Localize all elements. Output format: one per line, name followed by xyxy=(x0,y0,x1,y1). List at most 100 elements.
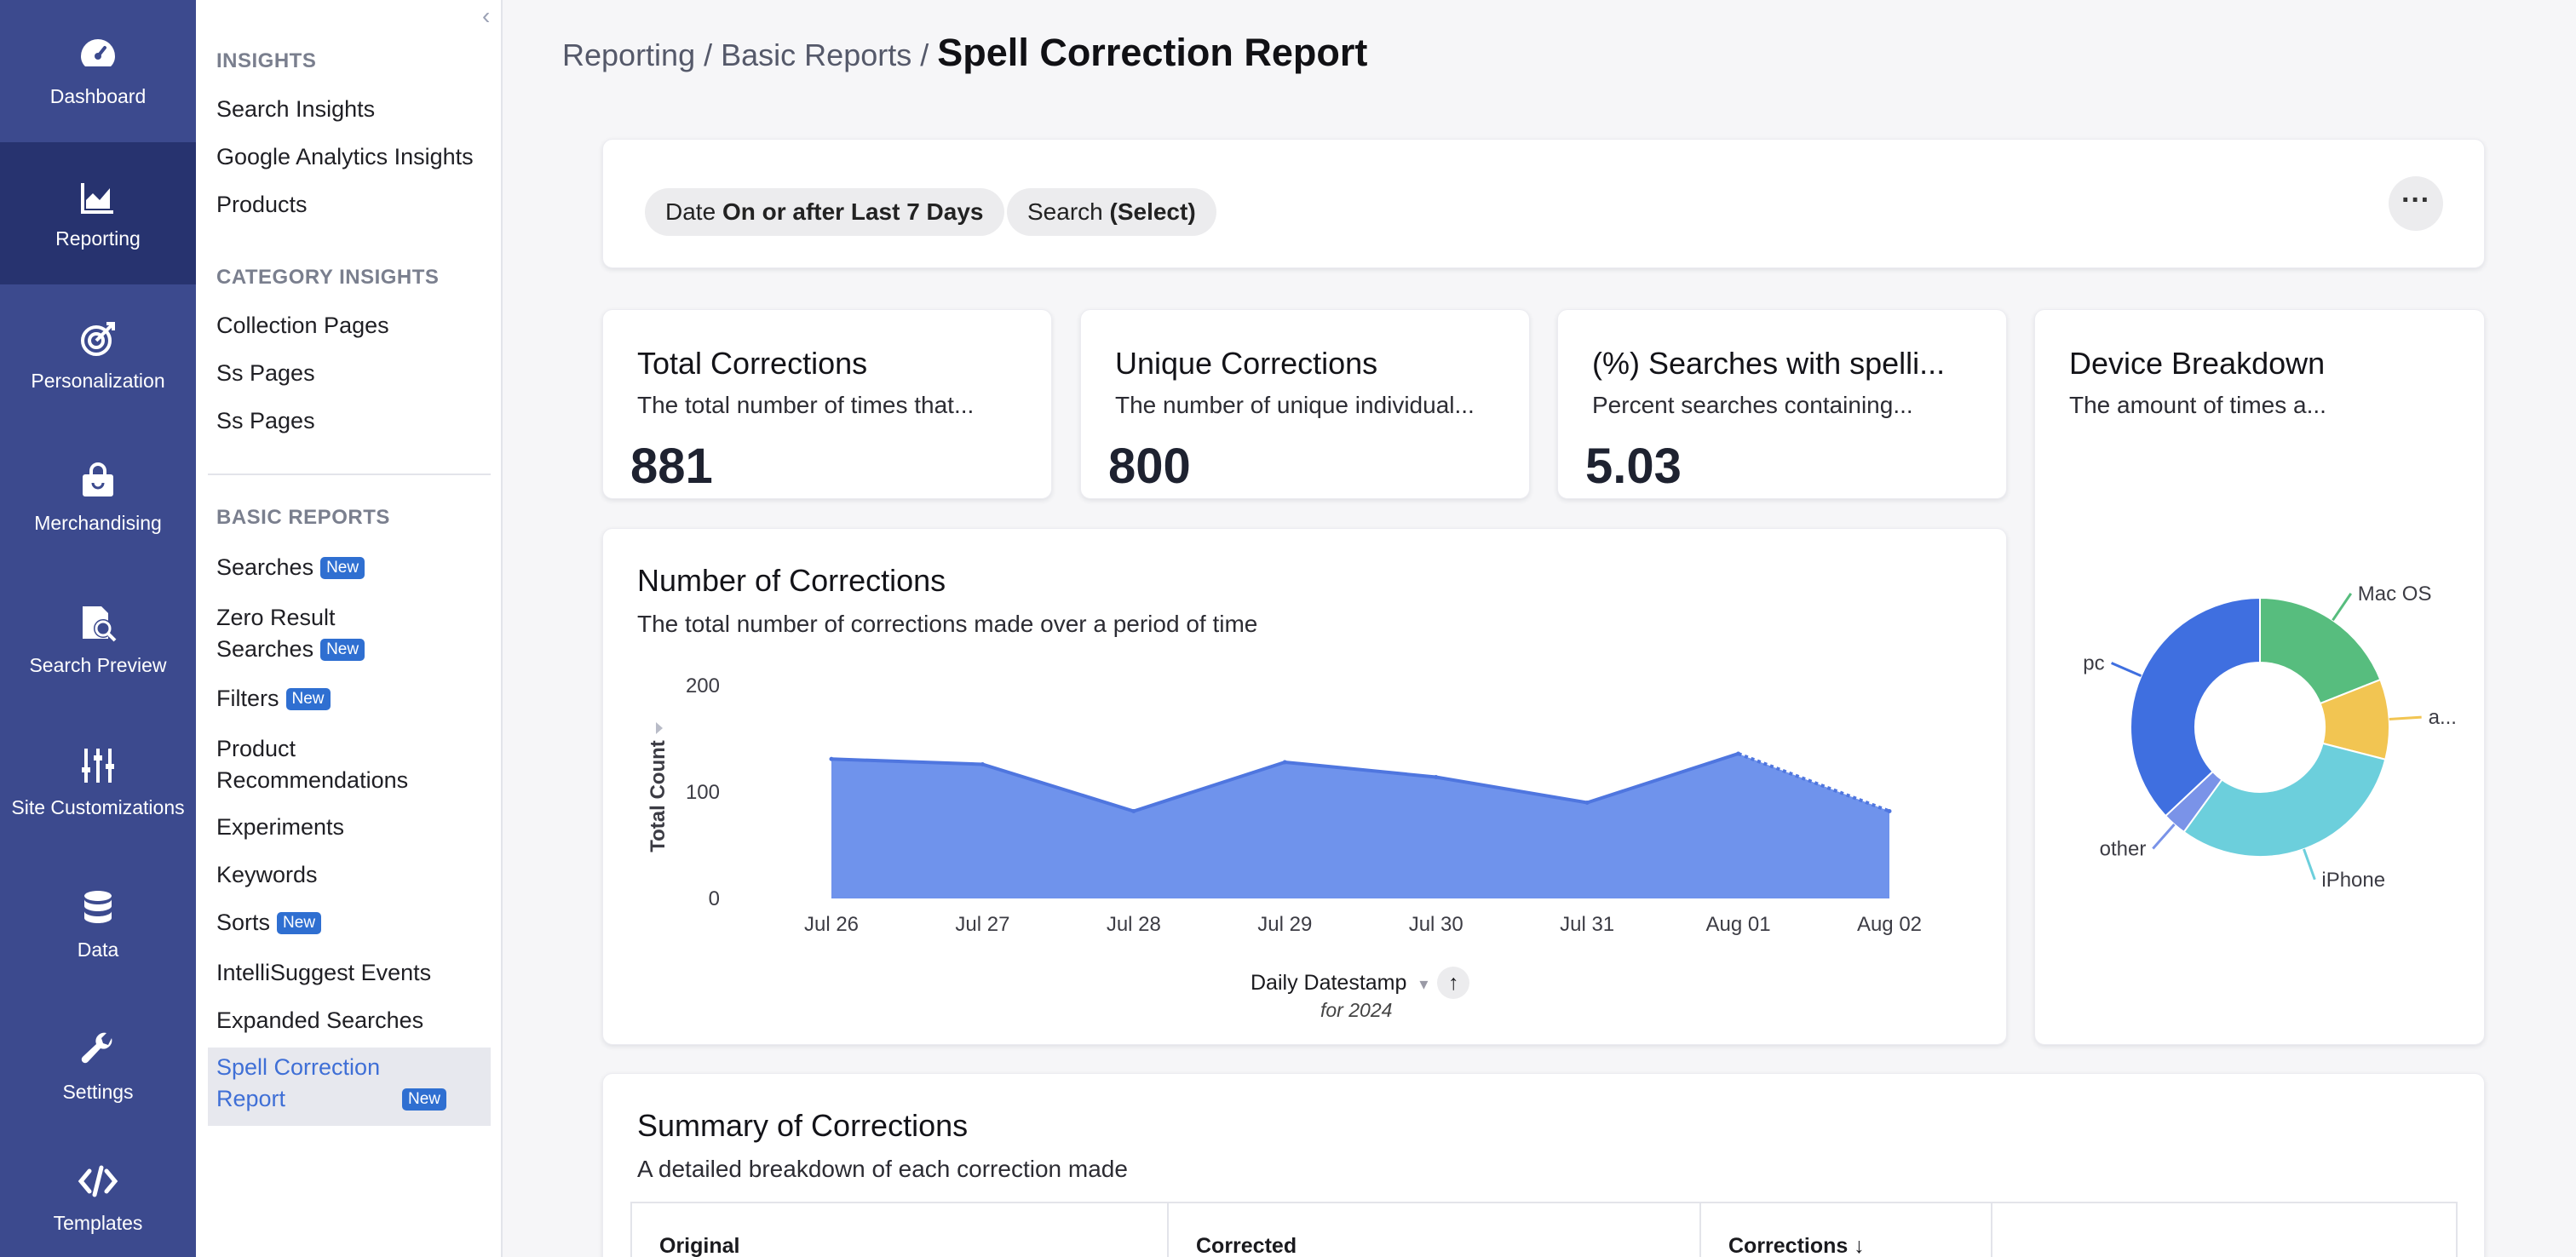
kpi-subtitle: The number of unique individual... xyxy=(1115,392,1475,418)
rail-label: Dashboard xyxy=(49,85,147,107)
nav-item-product-recommendations[interactable]: Product Recommendations xyxy=(216,736,409,793)
donut-slice xyxy=(2182,742,2387,858)
x-axis-footer[interactable]: Daily Datestamp ▾ ↑ xyxy=(1251,967,1470,999)
rail-label: Site Customizations xyxy=(11,796,185,818)
slice-label: other xyxy=(2100,838,2147,861)
data-point xyxy=(1434,775,1439,779)
date-filter-pill[interactable]: Date On or after Last 7 Days xyxy=(645,188,1004,236)
rail-label: Templates xyxy=(53,1211,143,1234)
kpi-title: Total Corrections xyxy=(637,346,868,381)
kpi-card-percent-searches[interactable]: (%) Searches with spelli... Percent sear… xyxy=(1557,309,2007,499)
rail-item-merchandising[interactable]: Merchandising xyxy=(0,427,196,569)
page-title: Spell Correction Report xyxy=(937,31,1368,74)
nav-item-expanded-searches[interactable]: Expanded Searches xyxy=(216,1007,424,1033)
device-title: Device Breakdown xyxy=(2069,346,2326,381)
rail-item-site-customizations[interactable]: Site Customizations xyxy=(0,711,196,853)
nav-item-zero-result-searches[interactable]: Zero Result Searches New xyxy=(216,602,387,665)
nav-item-label: Searches xyxy=(216,554,314,580)
kpi-value: 881 xyxy=(630,439,713,494)
slice-label: Mac OS xyxy=(2358,583,2432,606)
collapse-chevron-icon[interactable]: ‹ xyxy=(482,3,491,29)
summary-subtitle: A detailed breakdown of each correction … xyxy=(637,1156,1128,1182)
rail-item-reporting[interactable]: Reporting xyxy=(0,142,196,284)
search-filter-pill[interactable]: Search (Select) xyxy=(1007,188,1216,236)
wrench-icon xyxy=(81,1032,112,1064)
kpi-subtitle: Percent searches containing... xyxy=(1592,392,1913,418)
kpi-title: (%) Searches with spelli... xyxy=(1592,346,1946,381)
rail-label: Reporting xyxy=(55,227,141,250)
data-point xyxy=(1887,809,1892,813)
more-options-button[interactable]: ··· xyxy=(2389,176,2443,231)
y-axis-caret-icon xyxy=(656,722,663,734)
chart-title: Number of Corrections xyxy=(637,563,946,598)
x-axis-footer-sub: for 2024 xyxy=(1320,999,1393,1021)
rail-item-data[interactable]: Data xyxy=(0,853,196,996)
nav-item-ga-insights[interactable]: Google Analytics Insights xyxy=(216,144,474,169)
dashboard-gauge-icon xyxy=(81,39,115,66)
column-header-corrected[interactable]: Corrected xyxy=(1169,1203,1701,1257)
nav-item-keywords[interactable]: Keywords xyxy=(216,862,318,887)
rail-label: Merchandising xyxy=(34,512,162,534)
kpi-value: 5.03 xyxy=(1585,439,1682,494)
nav-item-products[interactable]: Products xyxy=(216,192,308,217)
x-tick-label: Jul 30 xyxy=(1409,913,1463,936)
corrections-chart-card[interactable]: Number of Corrections The total number o… xyxy=(602,528,2007,1045)
device-subtitle: The amount of times a... xyxy=(2069,392,2326,418)
slice-leader-line xyxy=(2332,593,2353,622)
date-filter-value: On or after Last 7 Days xyxy=(722,198,984,225)
data-point xyxy=(1736,751,1741,756)
sort-ascending-icon[interactable]: ↑ xyxy=(1437,967,1470,999)
rail-label: Search Preview xyxy=(29,654,167,676)
column-header-corrections[interactable]: Corrections ↓ xyxy=(1701,1203,1992,1257)
nav-item-search-insights[interactable]: Search Insights xyxy=(216,96,376,122)
nav-item-intellisuggest-events[interactable]: IntelliSuggest Events xyxy=(216,960,432,985)
kpi-value: 800 xyxy=(1108,439,1191,494)
breadcrumb-separator: / xyxy=(704,37,713,72)
nav-item-filters[interactable]: Filters New xyxy=(216,683,489,715)
data-point xyxy=(1131,809,1136,813)
rail-item-personalization[interactable]: Personalization xyxy=(0,284,196,427)
slice-label: iPhone xyxy=(2321,869,2385,892)
corrections-area-chart: 0 100 200 Jul 26 Jul 27 Jul 28 Jul 29 Jul 30 Jul… xyxy=(647,674,1922,936)
breadcrumb-basic-reports[interactable]: Basic Reports xyxy=(721,37,912,72)
y-axis-label: Total Count xyxy=(647,740,670,852)
nav-item-spell-correction-report[interactable]: Spell Correction Report New xyxy=(208,1048,491,1126)
column-header-original[interactable]: Original xyxy=(632,1203,1169,1257)
kpi-card-total-corrections[interactable]: Total Corrections The total number of ti… xyxy=(602,309,1052,499)
sliders-icon xyxy=(82,749,114,783)
new-badge: New xyxy=(402,1088,447,1111)
database-icon xyxy=(84,891,112,923)
search-filter-value: (Select) xyxy=(1109,198,1196,225)
nav-item-searches[interactable]: Searches New xyxy=(216,552,489,583)
sort-caret-icon[interactable]: ▾ xyxy=(1419,975,1429,994)
rail-item-dashboard[interactable]: Dashboard xyxy=(0,0,196,142)
slice-label: a... xyxy=(2429,706,2457,729)
summary-table-header: Original Corrected Corrections ↓ xyxy=(630,1202,2458,1257)
filter-bar: Date On or after Last 7 Days Search (Sel… xyxy=(602,139,2485,268)
rail-item-settings[interactable]: Settings xyxy=(0,996,196,1138)
breadcrumb-reporting[interactable]: Reporting xyxy=(562,37,696,72)
nav-item-ss-pages[interactable]: Ss Pages xyxy=(216,408,315,433)
breadcrumb-separator: / xyxy=(920,37,929,72)
x-tick-label: Aug 02 xyxy=(1857,913,1922,936)
app-rail: Dashboard Reporting Personalization Merc… xyxy=(0,0,196,1257)
data-point xyxy=(829,756,834,761)
y-tick-label: 200 xyxy=(686,674,720,697)
nav-item-ss-pages[interactable]: Ss Pages xyxy=(216,360,315,386)
slice-leader-line xyxy=(2389,715,2422,720)
breadcrumb: Reporting / Basic Reports / Spell Correc… xyxy=(562,31,1367,75)
device-donut-chart: Mac OS a... iPhone other pc xyxy=(2083,583,2457,892)
new-badge: New xyxy=(320,639,365,661)
rail-label: Personalization xyxy=(31,370,165,392)
nav-item-experiments[interactable]: Experiments xyxy=(216,814,345,840)
rail-item-templates[interactable]: Templates xyxy=(0,1138,196,1257)
x-tick-label: Jul 29 xyxy=(1257,913,1312,936)
chart-icon xyxy=(81,183,113,214)
rail-item-search-preview[interactable]: Search Preview xyxy=(0,569,196,711)
kpi-card-unique-corrections[interactable]: Unique Corrections The number of unique … xyxy=(1080,309,1530,499)
nav-item-label: Filters xyxy=(216,686,279,711)
nav-item-sorts[interactable]: Sorts New xyxy=(216,907,489,938)
nav-item-collection-pages[interactable]: Collection Pages xyxy=(216,313,389,338)
device-breakdown-card[interactable]: Device Breakdown The amount of times a..… xyxy=(2034,309,2485,1045)
target-icon xyxy=(81,322,115,356)
